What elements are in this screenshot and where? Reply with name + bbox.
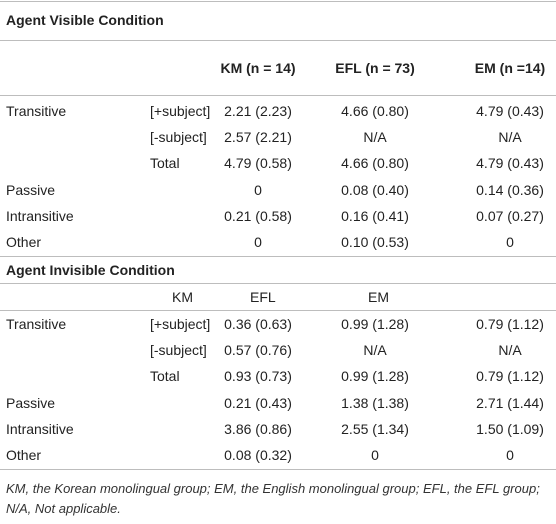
cell: 0.36 (0.63) <box>224 316 292 332</box>
cell: N/A <box>363 129 387 146</box>
rule <box>0 310 556 311</box>
cell: 4.79 (0.58) <box>224 155 292 172</box>
cell: 4.79 (0.43) <box>476 155 544 172</box>
row-label: Transitive <box>6 103 67 119</box>
row-label: Total <box>150 155 180 172</box>
cell: 0.99 (1.28) <box>341 316 409 332</box>
cell: 0.14 (0.36) <box>476 181 544 198</box>
cell: 0 <box>371 447 379 463</box>
section-title: Agent Visible Condition <box>6 12 164 28</box>
cell: 0 <box>254 181 262 198</box>
cell: N/A <box>363 342 387 359</box>
rule <box>0 95 556 96</box>
cell: 4.66 (0.80) <box>341 155 409 172</box>
cell: 2.71 (1.44) <box>476 394 544 411</box>
column-header: EM (n =14) <box>474 60 546 76</box>
cell: 0.99 (1.28) <box>341 368 409 385</box>
cell: 4.66 (0.80) <box>341 103 409 119</box>
row-label: Intransitive <box>6 420 74 437</box>
cell: 1.50 (1.09) <box>476 420 544 437</box>
cell: 0.57 (0.76) <box>224 342 292 359</box>
cell: 0.21 (0.58) <box>224 207 292 224</box>
row-label: Other <box>6 234 42 250</box>
rule <box>0 40 556 41</box>
column-header: KM (n = 14) <box>220 60 296 76</box>
cell: 0.07 (0.27) <box>476 207 544 224</box>
cell: 0 <box>506 234 514 250</box>
row-label: Other <box>6 447 42 463</box>
cell: 2.55 (1.34) <box>341 420 409 437</box>
section-title: Agent Invisible Condition <box>6 262 175 278</box>
row-label: [-subject] <box>150 342 207 359</box>
column-header: EM <box>368 289 389 305</box>
row-label: Passive <box>6 394 56 411</box>
cell: 2.57 (2.21) <box>224 129 292 146</box>
row-label: [-subject] <box>150 129 207 146</box>
cell: 0.79 (1.12) <box>476 316 544 332</box>
rule <box>0 469 556 470</box>
footnote: KM, the Korean monolingual group; EM, th… <box>6 481 540 516</box>
row-label: Passive <box>6 181 56 198</box>
cell: 0.79 (1.12) <box>476 368 544 385</box>
row-label: [+subject] <box>150 103 211 119</box>
cell: 0 <box>506 447 514 463</box>
rule <box>0 283 556 284</box>
cell: 1.38 (1.38) <box>341 394 409 411</box>
cell: 0.10 (0.53) <box>341 234 409 250</box>
cell: 4.79 (0.43) <box>476 103 544 119</box>
row-label: Intransitive <box>6 207 74 224</box>
cell: 3.86 (0.86) <box>224 420 292 437</box>
rule <box>0 256 556 257</box>
column-header: EFL (n = 73) <box>335 60 415 76</box>
cell: 0.21 (0.43) <box>224 394 292 411</box>
row-label: Total <box>150 368 180 385</box>
column-header: EFL <box>250 289 276 305</box>
cell: 0.16 (0.41) <box>341 207 409 224</box>
cell: 0 <box>254 234 262 250</box>
cell: 0.08 (0.40) <box>341 181 409 198</box>
cell: 0.08 (0.32) <box>224 447 292 463</box>
cell: N/A <box>498 342 522 359</box>
column-header: KM <box>172 289 193 305</box>
cell: 2.21 (2.23) <box>224 103 292 119</box>
rule <box>0 1 556 2</box>
row-label: [+subject] <box>150 316 211 332</box>
cell: N/A <box>498 129 522 146</box>
row-label: Transitive <box>6 316 67 332</box>
cell: 0.93 (0.73) <box>224 368 292 385</box>
